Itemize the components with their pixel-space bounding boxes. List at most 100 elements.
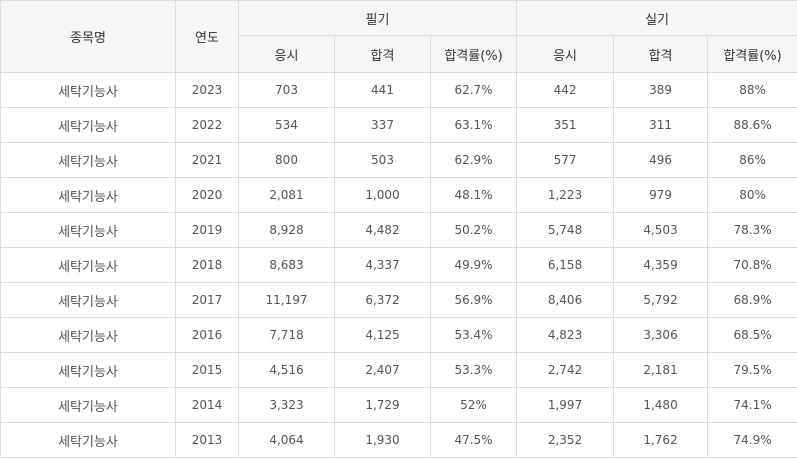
cell-practical-passed: 2,181 <box>613 352 709 388</box>
cell-practical-pass-rate: 80% <box>707 177 797 213</box>
cell-written-passed: 441 <box>334 72 431 108</box>
table-row: 세탁기능사 2022 534 337 63.1% 351 311 88.6% <box>0 107 797 143</box>
cell-practical-passed: 496 <box>613 142 709 178</box>
cell-written-pass-rate: 50.2% <box>429 212 518 248</box>
cell-practical-pass-rate: 68.5% <box>707 317 797 353</box>
cell-year: 2019 <box>175 212 239 248</box>
table-row: 세탁기능사 2015 4,516 2,407 53.3% 2,742 2,181 79.5% <box>0 352 797 388</box>
table-row: 세탁기능사 2013 4,064 1,930 47.5% 2,352 1,762 74.9% <box>0 422 797 458</box>
cell-practical-pass-rate: 86% <box>707 142 797 178</box>
cell-practical-pass-rate: 74.1% <box>707 387 797 423</box>
table-body: 세탁기능사 2023 703 441 62.7% 442 389 88% 세탁기능사 2022 53… <box>0 72 797 458</box>
cell-practical-passed: 3,306 <box>613 317 709 353</box>
cell-written-passed: 4,337 <box>334 247 431 283</box>
cell-practical-passed: 979 <box>613 177 709 213</box>
cell-written-pass-rate: 53.4% <box>429 317 518 353</box>
table-row: 세탁기능사 2023 703 441 62.7% 442 389 88% <box>0 72 797 108</box>
cell-year: 2015 <box>175 352 239 388</box>
cell-name: 세탁기능사 <box>0 72 176 108</box>
header-written-pass-rate: 합격률(%) <box>429 35 518 73</box>
cell-written-applicants: 8,928 <box>238 212 335 248</box>
table-header: 종목명 연도 필기 실기 응시 합격 합격률(%) 응시 합격 합격률(%) <box>0 0 797 73</box>
cell-name: 세탁기능사 <box>0 107 176 143</box>
cell-year: 2021 <box>175 142 239 178</box>
table-row: 세탁기능사 2017 11,197 6,372 56.9% 8,406 5,792 68.9% <box>0 282 797 318</box>
table-row: 세탁기능사 2020 2,081 1,000 48.1% 1,223 979 80% <box>0 177 797 213</box>
cell-written-passed: 503 <box>334 142 431 178</box>
cell-year: 2013 <box>175 422 239 458</box>
cell-written-applicants: 3,323 <box>238 387 335 423</box>
cell-name: 세탁기능사 <box>0 177 176 213</box>
cell-practical-applicants: 8,406 <box>516 282 615 318</box>
cell-practical-applicants: 1,223 <box>516 177 615 213</box>
cell-name: 세탁기능사 <box>0 247 176 283</box>
cell-written-passed: 4,125 <box>334 317 431 353</box>
cell-practical-applicants: 2,352 <box>516 422 615 458</box>
cell-written-applicants: 4,516 <box>238 352 335 388</box>
cell-written-passed: 2,407 <box>334 352 431 388</box>
cell-written-passed: 1,729 <box>334 387 431 423</box>
cell-practical-pass-rate: 74.9% <box>707 422 797 458</box>
cell-written-pass-rate: 62.7% <box>429 72 518 108</box>
header-practical-applicants: 응시 <box>516 35 615 73</box>
header-year: 연도 <box>175 0 239 73</box>
cell-practical-pass-rate: 68.9% <box>707 282 797 318</box>
cell-written-passed: 1,000 <box>334 177 431 213</box>
header-practical: 실기 <box>516 0 797 36</box>
table-row: 세탁기능사 2021 800 503 62.9% 577 496 86% <box>0 142 797 178</box>
cell-practical-applicants: 351 <box>516 107 615 143</box>
cell-written-pass-rate: 48.1% <box>429 177 518 213</box>
cell-practical-pass-rate: 78.3% <box>707 212 797 248</box>
cell-written-pass-rate: 62.9% <box>429 142 518 178</box>
cell-practical-applicants: 4,823 <box>516 317 615 353</box>
cell-year: 2014 <box>175 387 239 423</box>
table-row: 세탁기능사 2019 8,928 4,482 50.2% 5,748 4,503 78.3% <box>0 212 797 248</box>
cell-written-applicants: 534 <box>238 107 335 143</box>
cell-written-pass-rate: 56.9% <box>429 282 518 318</box>
cell-practical-passed: 1,762 <box>613 422 709 458</box>
cell-written-applicants: 4,064 <box>238 422 335 458</box>
cell-written-applicants: 8,683 <box>238 247 335 283</box>
cell-written-applicants: 11,197 <box>238 282 335 318</box>
cell-practical-applicants: 442 <box>516 72 615 108</box>
cell-year: 2018 <box>175 247 239 283</box>
cell-name: 세탁기능사 <box>0 352 176 388</box>
cell-practical-passed: 4,503 <box>613 212 709 248</box>
cell-practical-pass-rate: 88.6% <box>707 107 797 143</box>
cell-written-pass-rate: 63.1% <box>429 107 518 143</box>
cell-practical-applicants: 1,997 <box>516 387 615 423</box>
cell-year: 2023 <box>175 72 239 108</box>
cell-written-applicants: 2,081 <box>238 177 335 213</box>
cell-name: 세탁기능사 <box>0 387 176 423</box>
header-written-applicants: 응시 <box>238 35 335 73</box>
cell-practical-pass-rate: 79.5% <box>707 352 797 388</box>
cell-written-passed: 1,930 <box>334 422 431 458</box>
cell-practical-applicants: 577 <box>516 142 615 178</box>
cell-written-passed: 4,482 <box>334 212 431 248</box>
header-practical-pass-rate: 합격률(%) <box>707 35 797 73</box>
cell-written-passed: 6,372 <box>334 282 431 318</box>
cell-practical-applicants: 5,748 <box>516 212 615 248</box>
cell-name: 세탁기능사 <box>0 282 176 318</box>
cell-written-applicants: 800 <box>238 142 335 178</box>
cell-year: 2017 <box>175 282 239 318</box>
cell-practical-applicants: 6,158 <box>516 247 615 283</box>
cell-written-pass-rate: 47.5% <box>429 422 518 458</box>
cell-practical-passed: 311 <box>613 107 709 143</box>
cell-written-pass-rate: 52% <box>429 387 518 423</box>
cell-practical-pass-rate: 70.8% <box>707 247 797 283</box>
cell-practical-passed: 1,480 <box>613 387 709 423</box>
cell-written-pass-rate: 53.3% <box>429 352 518 388</box>
table-row: 세탁기능사 2016 7,718 4,125 53.4% 4,823 3,306 68.5% <box>0 317 797 353</box>
cell-written-applicants: 7,718 <box>238 317 335 353</box>
cell-year: 2020 <box>175 177 239 213</box>
header-practical-passed: 합격 <box>613 35 709 73</box>
cell-name: 세탁기능사 <box>0 212 176 248</box>
cell-name: 세탁기능사 <box>0 422 176 458</box>
table-row: 세탁기능사 2018 8,683 4,337 49.9% 6,158 4,359 70.8% <box>0 247 797 283</box>
cell-practical-passed: 389 <box>613 72 709 108</box>
header-written-passed: 합격 <box>334 35 431 73</box>
cell-written-applicants: 703 <box>238 72 335 108</box>
cell-practical-passed: 4,359 <box>613 247 709 283</box>
